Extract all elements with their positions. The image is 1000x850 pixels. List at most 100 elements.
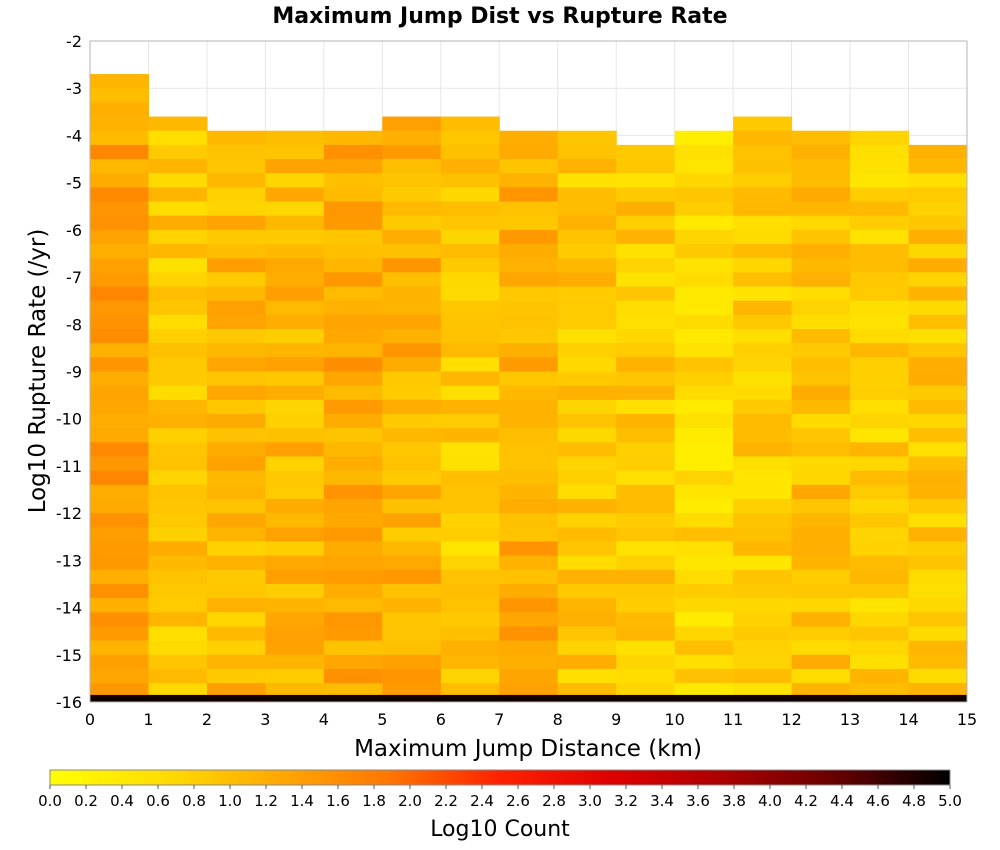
heat-cell [440,683,500,696]
heat-cell [733,187,793,203]
heat-cell [206,555,266,571]
heat-cell [148,428,208,443]
heat-cell [616,385,676,401]
heat-cell [323,258,383,273]
heat-cell [908,541,968,557]
heat-cell [557,229,617,245]
heat-cell [382,357,442,372]
heat-cell [850,215,910,231]
colorbar-tick-label: 4.8 [902,792,926,810]
heat-cell [557,272,617,288]
heat-cell [499,329,559,344]
plot-area [89,40,968,703]
heat-cell [265,399,325,415]
heat-cell [557,654,617,670]
heat-cell [791,300,851,316]
heat-cell [323,144,383,160]
heat-cell-bottom [382,694,442,702]
heat-cell [674,329,734,344]
heat-cell [791,385,851,401]
heat-cell [148,413,208,429]
x-tick-label: 13 [840,710,860,729]
heat-cell [382,130,442,146]
heat-cell [791,187,851,203]
heat-cell [499,187,559,203]
heat-cell [791,442,851,457]
heat-cell [265,159,325,174]
heat-cell [908,144,968,160]
heat-cell [908,668,968,684]
colorbar-tick-label: 4.4 [830,792,854,810]
heat-cell [323,187,383,203]
heat-cell [265,187,325,203]
heat-cell [90,470,149,486]
heat-cell [206,413,266,429]
heat-cell [499,229,559,245]
heat-cell [674,470,734,486]
heat-cell [440,215,500,231]
colorbar-tick-label: 2.0 [398,792,422,810]
heat-cell [90,357,149,372]
heat-cell [557,598,617,613]
heat-cell [90,102,149,118]
heat-cell [674,399,734,415]
heat-cell [90,612,149,627]
heat-cell [323,583,383,599]
heat-cell [733,286,793,302]
heat-cell [616,626,676,642]
heat-cell [499,159,559,174]
heat-cell [440,144,500,160]
heat-cell [733,371,793,387]
heat-cell [733,272,793,288]
heat-cell [791,258,851,273]
heat-cell [733,456,793,472]
heat-cell [674,343,734,358]
heat-cell-bottom [908,694,968,702]
heat-cell [616,272,676,288]
y-tick-label: -13 [56,551,82,570]
heat-cell [148,286,208,302]
colorbar-tick-label: 2.6 [506,792,530,810]
heat-cell [616,314,676,330]
heat-cell [733,569,793,585]
heat-cell [90,130,149,146]
heat-cell [90,286,149,302]
heat-cell [733,626,793,642]
heat-cell [674,144,734,160]
x-tick-label: 6 [436,710,446,729]
heat-cell [440,116,500,132]
heat-cell [206,201,266,217]
heat-cell [616,357,676,372]
heat-cell [908,244,968,259]
heat-cell [148,399,208,415]
y-tick-label: -3 [66,79,82,98]
heat-cell [206,215,266,231]
heat-cell [733,130,793,146]
heat-cell [148,272,208,288]
heat-cell [616,215,676,231]
heat-cell [908,484,968,500]
heat-cell [265,385,325,401]
heat-cell [90,555,149,571]
heat-cell [206,428,266,443]
heat-cell [382,371,442,387]
colorbar-tick-label: 3.8 [722,792,746,810]
heat-cell [850,329,910,344]
heat-cell [557,569,617,585]
heat-cell [148,668,208,684]
x-tick-label: 12 [781,710,801,729]
heat-cell [323,244,383,259]
heat-cell [265,583,325,599]
y-tick-label: -9 [66,363,82,382]
heat-cell [791,399,851,415]
heat-cell [674,413,734,429]
heat-cell [791,428,851,443]
heat-cell [733,541,793,557]
heat-cell [908,229,968,245]
x-tick-label: 3 [260,710,270,729]
heat-cell [148,555,208,571]
heat-cell [908,385,968,401]
heat-cell [440,513,500,528]
heat-cell [323,130,383,146]
heat-cell [90,74,149,89]
